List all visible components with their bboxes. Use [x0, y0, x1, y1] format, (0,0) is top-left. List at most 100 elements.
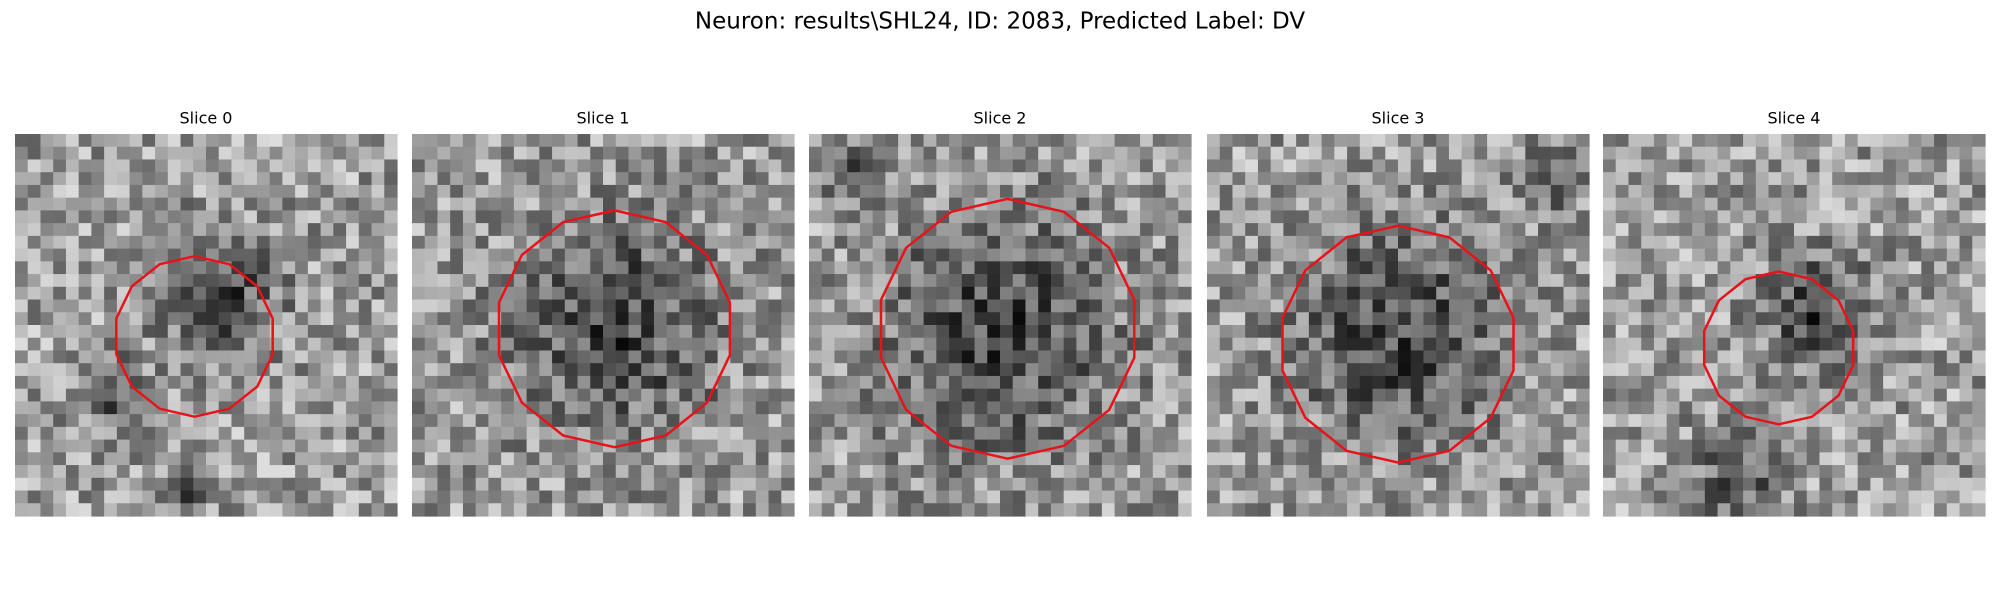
pixel [847, 414, 861, 428]
pixel [282, 172, 296, 186]
pixel [641, 197, 655, 211]
pixel [1883, 401, 1897, 415]
pixel [872, 477, 886, 492]
pixel [1448, 452, 1463, 466]
pixel [898, 325, 912, 339]
pixel [526, 312, 540, 326]
pixel [1946, 159, 1961, 173]
pixel [1806, 146, 1821, 161]
pixel [1050, 223, 1065, 237]
pixel [1615, 439, 1630, 453]
pixel [1334, 452, 1348, 466]
pixel [679, 465, 693, 479]
pixel [1063, 375, 1077, 390]
pixel [704, 465, 719, 479]
pixel [91, 146, 105, 161]
pixel [1679, 465, 1693, 479]
pixel [1165, 375, 1179, 390]
pixel [1089, 439, 1103, 453]
pixel [1165, 248, 1179, 262]
pixel [781, 388, 795, 402]
pixel [1232, 363, 1246, 377]
pixel [1025, 503, 1039, 517]
pixel [847, 375, 861, 390]
pixel [1525, 465, 1539, 479]
pixel [1334, 401, 1348, 415]
pixel [809, 490, 823, 504]
pixel [1140, 134, 1154, 148]
pixel [1347, 477, 1361, 492]
pixel [1308, 465, 1323, 479]
pixel [974, 134, 988, 148]
pixel [1114, 172, 1128, 186]
pixel [1127, 159, 1141, 173]
pixel [1385, 426, 1399, 441]
pixel [961, 184, 976, 199]
pixel [1704, 477, 1719, 492]
pixel [628, 388, 642, 402]
pixel [1359, 184, 1374, 199]
pixel [1666, 235, 1680, 250]
pixel [488, 363, 502, 377]
pixel [641, 184, 655, 199]
pixel [1844, 210, 1859, 224]
pixel [1972, 350, 1986, 364]
pixel [641, 146, 655, 161]
pixel [1296, 286, 1310, 301]
pixel [936, 503, 950, 517]
pixel [1140, 503, 1154, 517]
pixel [1448, 414, 1463, 428]
pixel [628, 197, 642, 211]
pixel [834, 134, 848, 148]
pixel [859, 274, 874, 288]
pixel [564, 375, 579, 390]
pixel [462, 197, 477, 211]
pixel [1165, 299, 1179, 313]
pixel [821, 248, 836, 262]
pixel [1603, 299, 1617, 313]
pixel [539, 452, 553, 466]
pixel [961, 325, 976, 339]
pixel [717, 375, 731, 390]
pixel [1563, 490, 1577, 504]
pixel [40, 465, 54, 479]
pixel [1448, 286, 1463, 301]
pixel [129, 465, 143, 479]
pixel [539, 299, 553, 313]
pixel [1372, 210, 1386, 224]
pixel [384, 426, 398, 441]
pixel [1857, 299, 1871, 313]
pixel [1152, 465, 1167, 479]
pixel [1628, 299, 1642, 313]
pixel [1474, 490, 1488, 504]
pixel [129, 299, 143, 313]
pixel [256, 172, 271, 186]
pixel [1461, 184, 1475, 199]
pixel [1207, 452, 1221, 466]
pixel [717, 325, 731, 339]
pixel [1372, 439, 1386, 453]
pixel [488, 414, 502, 428]
pixel [15, 337, 29, 352]
pixel [450, 426, 464, 441]
pixel [717, 388, 731, 402]
pixel [1334, 388, 1348, 402]
pixel [1410, 159, 1425, 173]
pixel [1152, 490, 1167, 504]
pixel [358, 477, 373, 492]
pixel [1063, 414, 1077, 428]
pixel [142, 312, 156, 326]
pixel [1359, 490, 1374, 504]
pixel [755, 235, 770, 250]
pixel [1832, 223, 1846, 237]
pixel [53, 197, 67, 211]
pixel [488, 274, 502, 288]
pixel [641, 363, 655, 377]
pixel [1165, 490, 1179, 504]
pixel [755, 325, 770, 339]
pixel [743, 235, 757, 250]
pixel [1308, 452, 1323, 466]
pixel [513, 414, 528, 428]
pixel [65, 274, 80, 288]
pixel [1512, 452, 1526, 466]
